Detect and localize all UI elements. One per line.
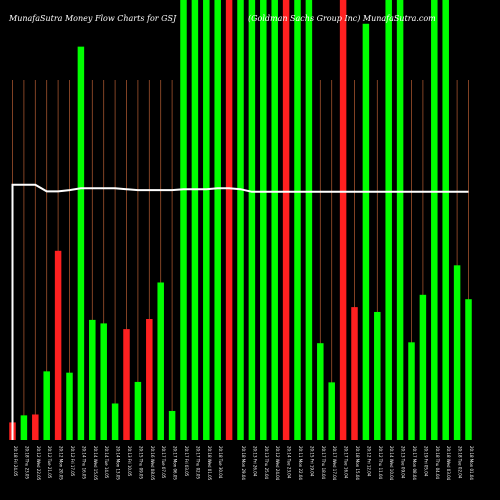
x-tick-label: 20:18 Tue 02.04 — [458, 446, 463, 479]
bar — [442, 0, 449, 440]
x-tick-label: 20:12 Mon 20.05 — [59, 446, 64, 480]
bar — [43, 371, 50, 440]
bar — [305, 0, 313, 440]
bar — [282, 0, 290, 440]
chart-title-left: MunafaSutra Money Flow Charts for GSJ — [8, 14, 177, 23]
x-tick-label: 20:12 Tue 21.05 — [47, 446, 52, 479]
bar — [362, 23, 370, 440]
x-tick-label: 20:18 Mon 01.04 — [469, 446, 474, 480]
bar — [453, 265, 461, 440]
x-tick-label: 20:13 Thu 25.04 — [264, 446, 269, 479]
x-tick-label: 20:12 Fri 12.04 — [366, 446, 371, 477]
x-tick-label: 20:16 Wed 08.05 — [150, 446, 155, 481]
bar — [374, 311, 381, 440]
bar — [123, 329, 130, 440]
bar — [237, 0, 244, 440]
x-tick-label: 20:17 Tue 07.05 — [161, 446, 166, 479]
bar — [294, 0, 301, 440]
x-tick-label: 20:13 Tue 09.04 — [401, 446, 406, 479]
x-tick-label: 20:15 Thu 09.05 — [138, 446, 143, 479]
x-tick-label: 20:14 Mon 13.05 — [116, 446, 121, 480]
x-tick-label: 20:14 Wed 10.04 — [389, 446, 394, 481]
bar — [100, 323, 107, 440]
x-tick-label: 20:14 Wed 15.05 — [93, 446, 98, 481]
bar — [89, 319, 96, 440]
x-tick-label: 20:14 Tue 14.05 — [104, 446, 109, 479]
x-tick-label: 20:19 Fri 05.04 — [423, 446, 428, 477]
bar — [431, 0, 438, 440]
bar — [396, 0, 404, 440]
x-tick-label: 20:17 Tue 16.04 — [344, 446, 349, 479]
x-tick-label: 20:17 Wed 17.04 — [332, 446, 337, 481]
bar — [317, 343, 324, 440]
bar — [339, 0, 347, 440]
bar — [214, 0, 221, 440]
bar — [191, 0, 199, 440]
x-tick-label: 20:18 Mon 29.04 — [241, 446, 246, 480]
x-tick-label: 20:12 Fri 17.05 — [70, 446, 75, 477]
x-tick-label: 20:17 Mon 08.04 — [412, 446, 417, 480]
bar — [419, 294, 427, 440]
x-tick-label: 20:14 Thu 16.05 — [81, 446, 86, 479]
bar — [260, 0, 267, 440]
bar — [32, 414, 39, 440]
x-tick-label: 20:18 Mon 15.04 — [355, 446, 360, 480]
x-tick-label: 20:17 Thu 18.04 — [321, 446, 326, 479]
bar — [66, 372, 73, 440]
x-tick-label: 20:17 Thu 02.05 — [195, 446, 200, 479]
bar — [54, 250, 62, 440]
x-tick-label: 20:18 Fri 24.05 — [13, 446, 18, 477]
bar — [351, 307, 358, 440]
x-tick-label: 20:11 Mon 22.04 — [298, 446, 303, 480]
x-tick-label: 20:13 Fri 26.04 — [252, 446, 257, 477]
bar — [385, 0, 392, 440]
x-tick-label: 20:18 Tue 30.04 — [218, 446, 223, 479]
bar — [20, 415, 28, 440]
bar — [328, 382, 335, 440]
bar — [77, 46, 85, 440]
bar-series — [9, 0, 472, 440]
x-tick-label: 20:12 Wed 22.05 — [36, 446, 41, 481]
chart-title-right: (Goldman Sachs Group Inc) MunafaSutra.co… — [248, 14, 436, 23]
bar — [157, 282, 164, 440]
x-tick-label: 20:17 Fri 03.05 — [184, 446, 189, 477]
bar — [203, 0, 210, 440]
bar — [134, 381, 142, 440]
x-tick-label: 20:13 Fri 10.05 — [127, 446, 132, 477]
x-tick-label: 20:12 Thu 11.04 — [378, 446, 383, 479]
x-tick-label: 20:18 Thu 23.05 — [24, 446, 29, 479]
bar — [225, 0, 233, 440]
x-tick-label: 20:18 Wed 01.05 — [207, 446, 212, 481]
x-tick-label: 20:15 Fri 19.04 — [309, 446, 314, 477]
bar — [271, 0, 278, 440]
x-tick-label: 20:18 Thu 04.04 — [435, 446, 440, 479]
x-tick-label: 20:17 Mon 06.05 — [173, 446, 178, 480]
money-flow-line — [11, 183, 469, 440]
bar — [146, 319, 153, 440]
x-tick-label: 20:12 Wed 24.04 — [275, 446, 280, 481]
x-tick-labels: 20:18 Fri 24.05 20:18 Thu 23.05 20:12 Wed … — [13, 446, 474, 481]
bar — [168, 410, 176, 440]
x-tick-label: 20:18 Wed 03.04 — [446, 446, 451, 481]
bar — [111, 403, 119, 440]
bar — [248, 0, 256, 440]
bar — [465, 299, 472, 440]
bar — [180, 0, 187, 440]
x-tick-label: 20:14 Tue 23.04 — [287, 446, 292, 479]
bar — [408, 342, 415, 440]
